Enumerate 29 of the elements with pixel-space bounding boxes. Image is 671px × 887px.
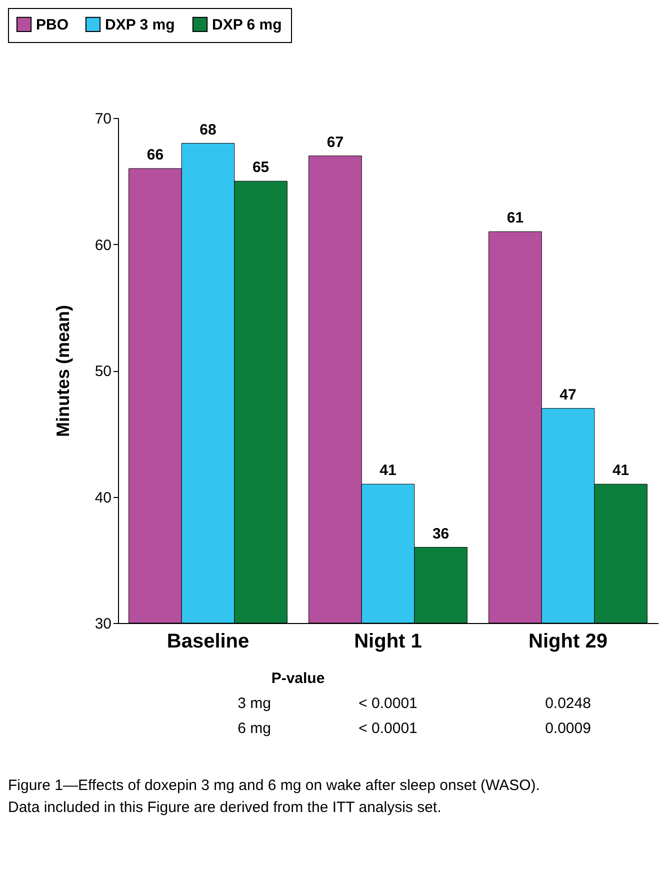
x-tick-label: Baseline (166, 630, 250, 652)
data-label: 68 (200, 121, 216, 138)
y-tick-label: 30 (94, 616, 112, 632)
y-tick-label: 60 (94, 236, 112, 254)
data-label: 47 (560, 386, 576, 404)
caption: Figure 1—Effects of doxepin 3 mg and 6 mg on wake after sleep onset (WASO). Data included in this Figure are derived from the ITT analysis set. (8, 777, 540, 816)
legend-label: DXP 3 mg (105, 16, 175, 34)
x-tick-label: Night 1 (354, 630, 422, 652)
data-label: 41 (612, 462, 630, 480)
data-label: 61 (506, 210, 524, 227)
text: 0.0009 (545, 720, 591, 737)
y-tick-label: 40 (94, 489, 112, 506)
text: 3 mg (238, 695, 271, 712)
text: 0.0248 (545, 695, 591, 712)
text: < 0.0001 (358, 695, 418, 712)
y-axis-title: Minutes (mean) (52, 304, 73, 438)
text: < 0.0001 (358, 720, 418, 737)
data-label: 67 (326, 134, 344, 151)
y-tick-label: 70 (94, 110, 112, 128)
y-tick-label: 50 (94, 363, 112, 380)
data-label: 41 (380, 462, 396, 480)
legend-label: DXP 6 mg (212, 16, 282, 34)
data-label: 66 (146, 146, 164, 164)
text: 6 mg (238, 720, 271, 737)
data-label: 65 (252, 159, 270, 176)
data-label: 36 (432, 525, 450, 542)
x-tick-label: Night 29 (528, 630, 608, 652)
text: P-value (271, 670, 325, 687)
legend-label: PBO (36, 16, 69, 34)
